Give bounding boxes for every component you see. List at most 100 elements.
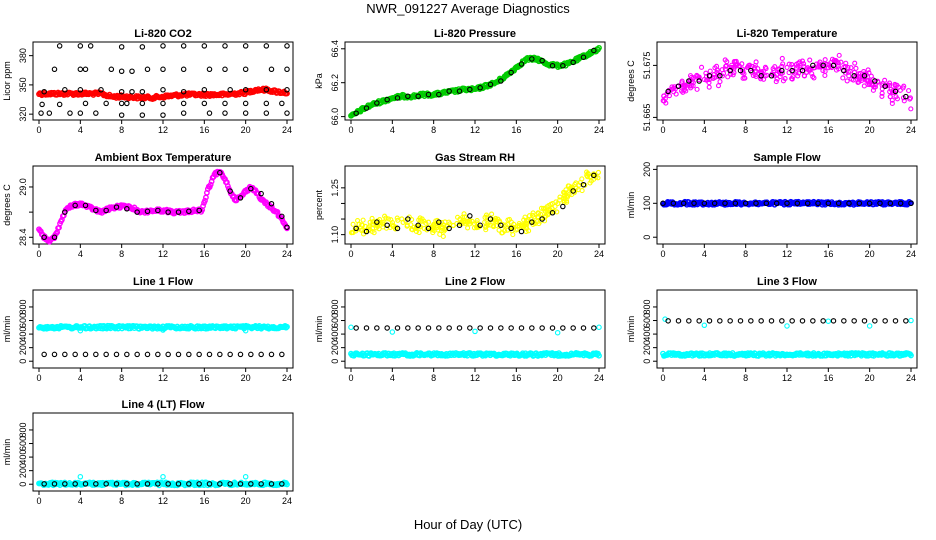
series-cyan — [660, 350, 914, 359]
data-point — [717, 73, 723, 79]
data-point — [889, 100, 895, 107]
data-point — [879, 90, 885, 96]
data-point — [201, 43, 208, 49]
data-point — [394, 325, 401, 331]
panel-3: Ambient Box Temperature degrees C 0 4 8 12 16 2… — [2, 152, 294, 259]
data-point — [725, 74, 731, 80]
data-point — [596, 324, 602, 331]
data-point — [472, 328, 478, 335]
plot-frame — [32, 41, 294, 121]
data-point — [811, 75, 817, 81]
data-point — [758, 318, 764, 324]
x-tick-label: 20 — [241, 496, 251, 506]
data-point — [227, 481, 233, 487]
page-title: NWR_091227 Average Diagnostics — [366, 1, 570, 16]
data-point — [522, 214, 528, 220]
x-tick-label: 12 — [158, 373, 168, 383]
y-tick-label: 380 — [18, 48, 28, 63]
data-point — [595, 169, 601, 175]
data-point — [160, 43, 166, 49]
data-point — [524, 221, 530, 227]
data-point — [144, 208, 151, 215]
x-tick-label: 16 — [511, 249, 521, 259]
data-point — [263, 110, 270, 116]
data-point — [394, 215, 400, 221]
data-point — [62, 351, 68, 358]
series-cyan — [36, 322, 290, 332]
data-point — [384, 325, 390, 331]
x-tick-label: 4 — [702, 249, 707, 259]
data-point — [539, 57, 545, 64]
data-point — [134, 351, 140, 358]
data-point — [908, 317, 914, 324]
data-point — [41, 351, 47, 358]
data-point — [712, 75, 718, 81]
data-point — [529, 219, 535, 225]
data-point — [446, 219, 452, 225]
data-point — [570, 325, 576, 331]
data-point — [374, 325, 380, 331]
data-point — [741, 71, 747, 77]
y-tick-label: 0 — [642, 235, 652, 240]
y-tick-label: 800 — [18, 422, 28, 437]
data-point — [160, 66, 166, 73]
x-tick-label: 16 — [511, 125, 521, 135]
data-point — [82, 481, 89, 487]
data-point — [516, 222, 522, 229]
data-point — [727, 318, 733, 324]
data-point — [268, 481, 275, 487]
data-point — [752, 62, 758, 69]
data-point — [706, 84, 712, 90]
data-point — [518, 325, 525, 331]
series-magenta — [660, 52, 914, 112]
data-point — [530, 210, 536, 216]
data-point — [498, 222, 504, 229]
data-point — [207, 181, 214, 188]
data-point — [242, 474, 249, 480]
data-point — [844, 78, 850, 84]
data-point — [875, 79, 881, 85]
series-black — [665, 318, 909, 324]
panel-title: Ambient Box Temperature — [95, 152, 232, 164]
data-point — [852, 60, 858, 66]
data-point — [389, 220, 396, 226]
data-point — [118, 100, 125, 107]
data-point — [248, 351, 254, 358]
data-point — [374, 222, 380, 228]
data-point — [748, 318, 754, 324]
x-tick-label: 20 — [553, 373, 563, 383]
data-point — [695, 73, 701, 79]
data-point — [686, 318, 692, 324]
x-tick-label: 20 — [865, 249, 875, 259]
data-point — [903, 93, 909, 100]
data-point — [72, 351, 78, 358]
data-point — [789, 67, 795, 74]
x-tick-label: 20 — [865, 373, 875, 383]
data-point — [660, 200, 666, 207]
data-point — [118, 44, 125, 50]
data-point — [51, 481, 58, 487]
data-point — [118, 112, 125, 118]
data-point — [758, 73, 764, 79]
data-point — [144, 481, 151, 487]
data-point — [180, 88, 187, 95]
data-point — [794, 200, 801, 207]
data-point — [248, 185, 254, 192]
data-point — [727, 67, 733, 74]
x-tick-label: 0 — [36, 496, 41, 506]
x-tick-label: 12 — [470, 249, 480, 259]
data-point — [786, 61, 792, 67]
data-point — [51, 234, 58, 241]
data-point — [822, 57, 828, 63]
panel-7: Line 2 Flow ml/min 0 4 8 12 16 20 24 0 20040060080… — [314, 276, 606, 383]
data-point — [455, 214, 461, 220]
x-tick-label: 8 — [431, 125, 436, 135]
data-point — [134, 481, 140, 487]
data-point — [715, 67, 721, 73]
data-point — [711, 200, 718, 207]
data-point — [790, 74, 796, 80]
data-point — [866, 323, 873, 329]
x-tick-label: 16 — [823, 249, 833, 259]
data-point — [706, 80, 712, 86]
x-tick-label: 12 — [470, 373, 480, 383]
